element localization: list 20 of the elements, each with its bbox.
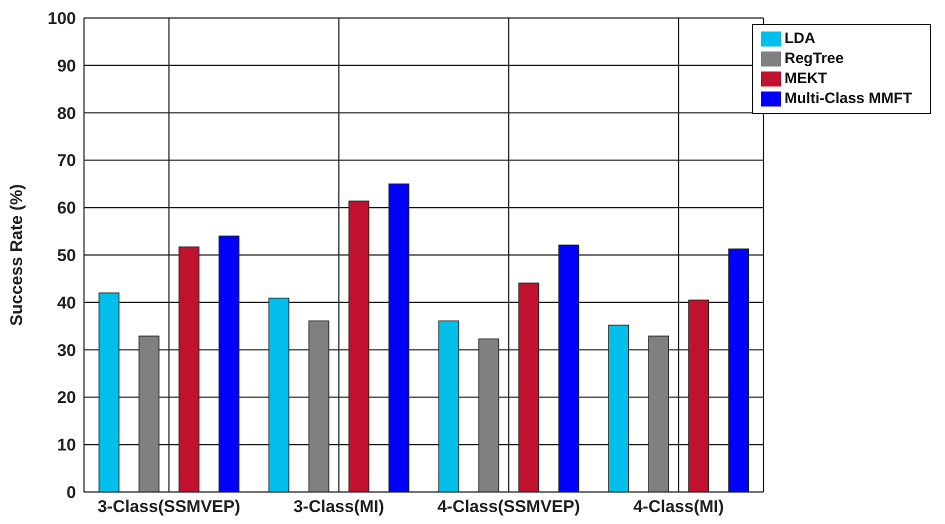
- y-tick-label: 90: [57, 56, 76, 76]
- x-tick-label: 3-Class(SSMVEP): [98, 497, 240, 516]
- y-tick-label: 50: [57, 246, 76, 266]
- x-tick-label: 4-Class(MI): [633, 497, 724, 516]
- legend-label: MEKT: [784, 70, 827, 88]
- x-tick-label: 4-Class(SSMVEP): [437, 497, 580, 516]
- y-tick-label: 70: [57, 151, 76, 170]
- y-tick-label: 20: [57, 388, 76, 408]
- y-tick-label: 30: [57, 340, 76, 360]
- legend-label: LDA: [784, 30, 816, 47]
- y-tick-label: 40: [57, 293, 76, 312]
- y-tick-label: 0: [66, 483, 76, 502]
- x-tick-label: 3-Class(MI): [293, 497, 384, 516]
- y-tick-label: 100: [48, 9, 76, 28]
- y-tick-label: 10: [57, 436, 76, 455]
- y-tick-label: 80: [57, 104, 76, 123]
- legend-label: Multi-Class MMFT: [784, 90, 912, 108]
- y-axis-title: Success Rate (%): [7, 184, 26, 326]
- y-tick-label: 60: [57, 198, 76, 218]
- legend-label: RegTree: [784, 50, 844, 68]
